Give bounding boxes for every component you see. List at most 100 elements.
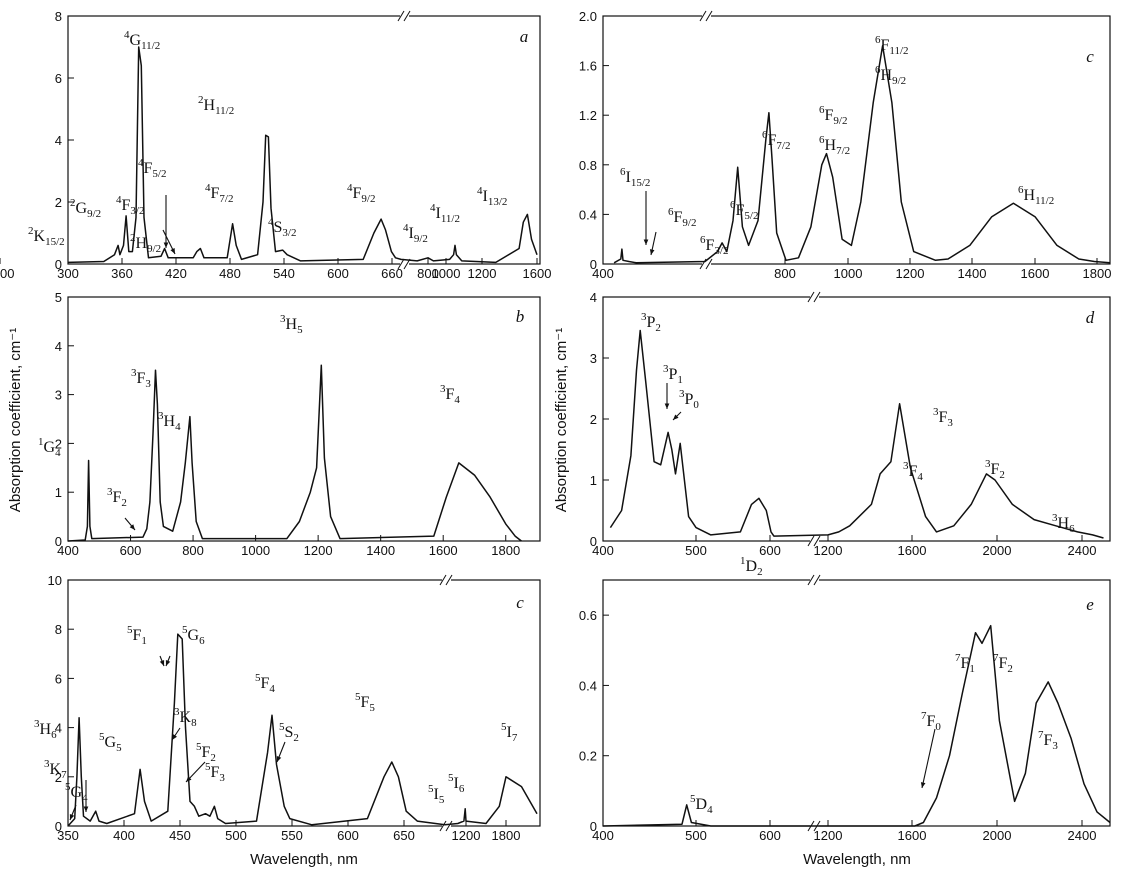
y-tick-label: 8 [55, 622, 62, 637]
plot-frame [602, 579, 1111, 827]
term-label: 3F3 [131, 367, 151, 390]
term-label: 5I5 [428, 783, 445, 806]
y-tick-label: 3 [55, 388, 62, 403]
panel-letter: c [516, 593, 524, 612]
y-tick-label: 0.4 [579, 678, 597, 693]
term-label: 5F1 [127, 624, 147, 647]
term-label: 3H5 [280, 313, 303, 336]
panel-4: 40080010001200140016001800200000.40.81.2… [0, 9, 1111, 281]
annotation-arrow [163, 195, 169, 248]
term-label: 5G6 [182, 624, 205, 647]
annotation-arrow [643, 191, 649, 245]
y-tick-label: 2 [55, 770, 62, 785]
x-tick-label: 500 [225, 828, 247, 843]
x-tick-label: 660 [381, 266, 403, 281]
y-tick-label: 2 [590, 412, 597, 427]
term-label: 3F2 [107, 486, 127, 509]
x-tick-label: 800 [774, 266, 796, 281]
x-tick-label: 600 [120, 543, 142, 558]
annotation-arrow [185, 761, 206, 783]
y-tick-label: 2.0 [579, 9, 597, 24]
term-label: 4F5/2 [138, 157, 166, 180]
term-label: 2K15/2 [28, 225, 65, 248]
y-tick-label: 0 [55, 819, 62, 834]
annotation-arrow [664, 383, 670, 409]
y-tick-label: 0.4 [579, 207, 597, 222]
term-label: 5I7 [501, 721, 518, 744]
x-tick-label: 1800 [492, 828, 521, 843]
term-label: 6F9/2 [819, 104, 847, 127]
term-label: 6F7/2 [762, 129, 790, 152]
x-tick-label: 1200 [896, 266, 925, 281]
spectrum-curve [602, 624, 1111, 827]
term-label: 5G4 [65, 781, 88, 804]
term-label: 6F9/2 [668, 206, 696, 229]
x-tick-label: 1600 [429, 543, 458, 558]
x-tick-label: 300 [57, 266, 79, 281]
axis-break [807, 291, 821, 547]
y-axis-label-left: Absorption coefficient, cm⁻¹ [7, 328, 24, 512]
term-label: 5G5 [99, 731, 122, 754]
y-tick-label: 4 [55, 721, 62, 736]
annotation-arrow [165, 655, 171, 667]
y-tick-label: 10 [48, 573, 62, 588]
term-label: 3K7 [44, 758, 67, 781]
x-tick-label: 650 [393, 828, 415, 843]
term-label: 5S2 [279, 721, 299, 744]
y-tick-label: 5 [55, 290, 62, 305]
term-label: 4F9/2 [347, 182, 375, 205]
term-label: 5D4 [690, 793, 713, 816]
y-tick-label: 1.2 [579, 108, 597, 123]
x-tick-label: 1200 [304, 543, 333, 558]
term-label: 6H11/2 [1018, 184, 1054, 207]
term-label: 3F3 [933, 406, 953, 429]
x-axis-label-left: Wavelength, nm [250, 851, 358, 868]
x-tick-label: 420 [165, 266, 187, 281]
y-tick-label: 0.2 [579, 749, 597, 764]
x-tick-label: 1400 [366, 543, 395, 558]
term-label: 1D2 [740, 555, 763, 578]
panel-letter: b [516, 307, 525, 326]
y-tick-label: 0 [55, 257, 62, 272]
y-tick-label: 1 [590, 473, 597, 488]
panel-letter: e [1086, 595, 1094, 614]
x-tick-label: 1000 [241, 543, 270, 558]
annotation-arrow [159, 655, 165, 667]
x-tick-label: 1000 [834, 266, 863, 281]
term-label: 4I11/2 [430, 202, 460, 225]
y-tick-label: 0.6 [579, 608, 597, 623]
panel-3: 350 400 450 500 550 600 650 1200 1800 0 2 4 6 8 10 c [48, 573, 541, 843]
x-tick-label: 1800 [491, 543, 520, 558]
y-tick-label: 6 [55, 671, 62, 686]
term-label: 5F5 [355, 691, 375, 714]
term-label: 5I6 [448, 772, 465, 795]
x-tick-label: 1200 [452, 828, 481, 843]
plot-frame [67, 296, 541, 542]
term-label: 4F3/2 [116, 194, 144, 217]
term-label: 2H9/2 [130, 232, 161, 255]
axis-break [699, 10, 713, 270]
x-tick-label: 2400 [1068, 828, 1097, 843]
term-label: 5F3 [205, 761, 225, 784]
term-label: 7F3 [1038, 729, 1058, 752]
annotation-arrow [672, 411, 682, 421]
spectrum-curve [609, 329, 1104, 539]
term-label: 5F2 [196, 741, 216, 764]
x-tick-label: 600 [327, 266, 349, 281]
annotation-arrow [920, 728, 936, 789]
annotation-arrow [124, 517, 136, 531]
x-tick-label: 400 [57, 543, 79, 558]
spectrum-curve [613, 45, 1111, 264]
x-axis-label-right: Wavelength, nm [803, 851, 911, 868]
x-tick-label: 1000 [432, 266, 461, 281]
plot-frame [67, 579, 541, 827]
x-tick-label: 800 [417, 266, 439, 281]
term-label: 6H9/2 [875, 64, 906, 87]
panel-letter: d [1086, 308, 1095, 327]
annotation-arrow [276, 741, 286, 763]
x-tick-label: 2000 [983, 543, 1012, 558]
panel-letter: c [1086, 47, 1094, 66]
x-tick-label: 360 [111, 266, 133, 281]
